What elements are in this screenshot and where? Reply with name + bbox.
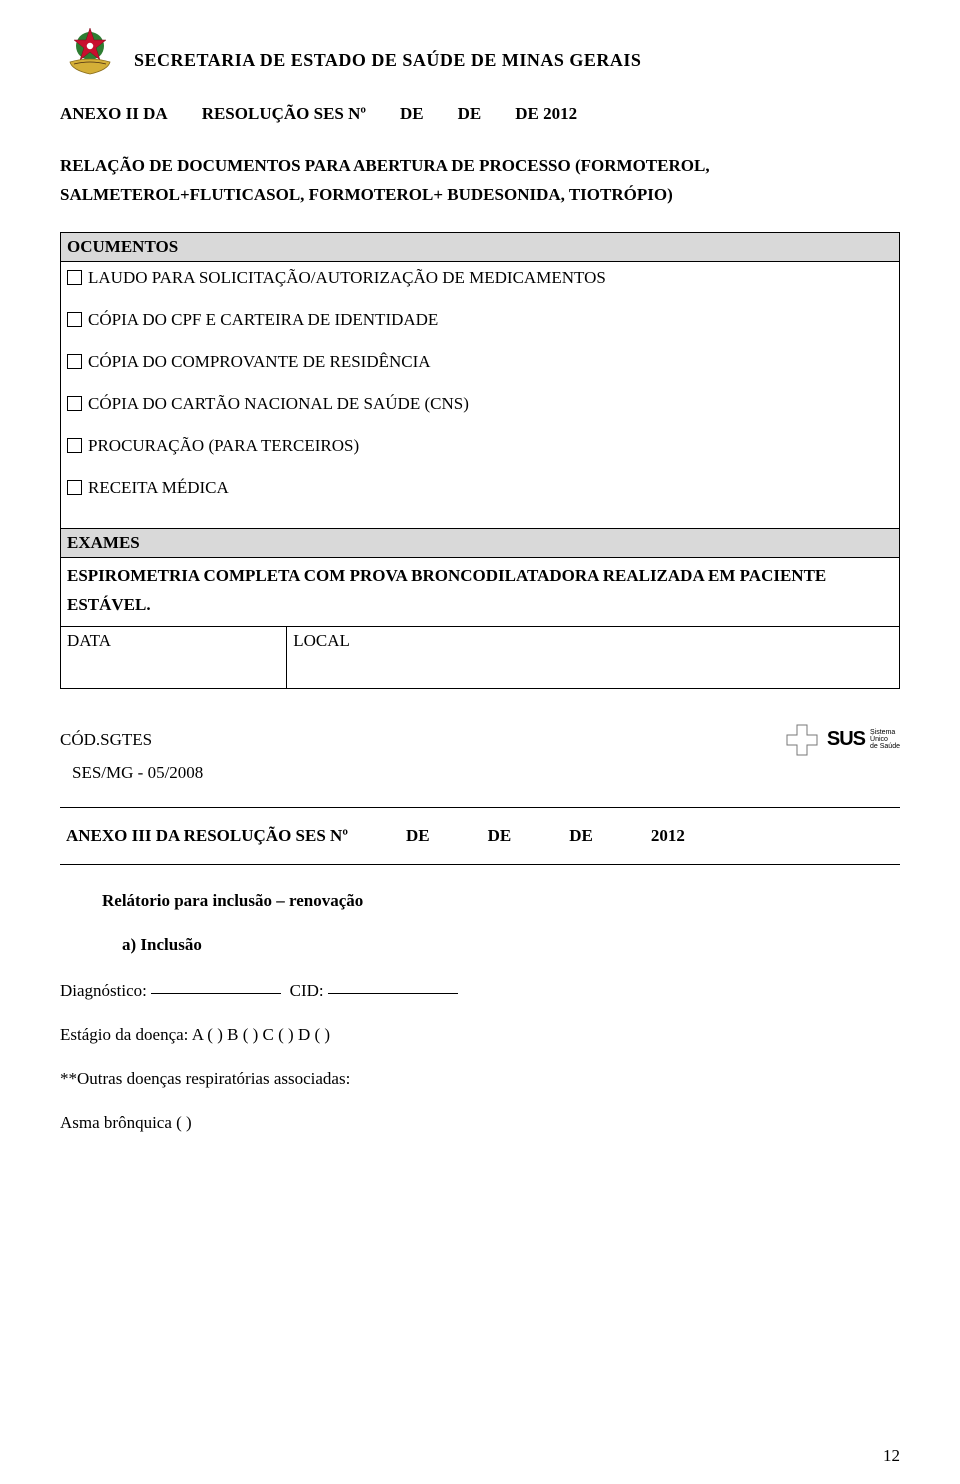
- doc-item: CÓPIA DO CPF E CARTEIRA DE IDENTIDADE: [67, 310, 893, 330]
- doc-item: CÓPIA DO COMPROVANTE DE RESIDÊNCIA: [67, 352, 893, 372]
- doc-item-label: CÓPIA DO COMPROVANTE DE RESIDÊNCIA: [88, 352, 431, 372]
- doc-item-label: RECEITA MÉDICA: [88, 478, 229, 498]
- page-number: 12: [883, 1446, 900, 1466]
- anexo-ii-line: ANEXO II DA RESOLUÇÃO SES Nº DE DE DE 20…: [60, 104, 900, 124]
- checkbox-icon[interactable]: [67, 354, 82, 369]
- documents-header: OCUMENTOS: [61, 233, 899, 262]
- ses-mg-label: SES/MG - 05/2008: [72, 763, 900, 783]
- anexo-ii-de2: DE: [458, 104, 482, 124]
- documents-body: LAUDO PARA SOLICITAÇÃO/AUTORIZAÇÃO DE ME…: [61, 262, 899, 529]
- state-crest-icon: [60, 20, 120, 80]
- doc-item: RECEITA MÉDICA: [67, 478, 893, 498]
- doc-item-label: CÓPIA DO CPF E CARTEIRA DE IDENTIDADE: [88, 310, 438, 330]
- doc-item: LAUDO PARA SOLICITAÇÃO/AUTORIZAÇÃO DE ME…: [67, 268, 893, 288]
- sus-big-label: SUS: [827, 728, 865, 751]
- sus-logo-block: SUS Sistema Único de Saúde: [785, 723, 900, 757]
- doc-item-label: PROCURAÇÃO (PARA TERCEIROS): [88, 436, 359, 456]
- relacao-title: RELAÇÃO DE DOCUMENTOS PARA ABERTURA DE P…: [60, 152, 900, 210]
- data-cell: DATA: [61, 627, 287, 688]
- checkbox-icon[interactable]: [67, 438, 82, 453]
- anexo-ii-de3: DE 2012: [515, 104, 577, 124]
- data-local-row: DATA LOCAL: [60, 627, 900, 689]
- checkbox-icon[interactable]: [67, 480, 82, 495]
- relatorio-title: Relátorio para inclusão – renovação: [102, 891, 900, 911]
- field-lines: Diagnóstico: CID: Estágio da doença: A (…: [60, 981, 900, 1133]
- anexo-ii-label: ANEXO II DA: [60, 104, 168, 124]
- outras-line: **Outras doenças respiratórias associada…: [60, 1069, 900, 1089]
- doc-item-label: LAUDO PARA SOLICITAÇÃO/AUTORIZAÇÃO DE ME…: [88, 268, 606, 288]
- cod-sgtes-label: CÓD.SGTES: [60, 730, 152, 750]
- doc-item-label: CÓPIA DO CARTÃO NACIONAL DE SAÚDE (CNS): [88, 394, 469, 414]
- cid-field[interactable]: [328, 993, 458, 994]
- checkbox-icon[interactable]: [67, 270, 82, 285]
- doc-item: CÓPIA DO CARTÃO NACIONAL DE SAÚDE (CNS): [67, 394, 893, 414]
- anexo-ii-resolucao: RESOLUÇÃO SES Nº: [202, 104, 366, 124]
- anexo-iii-dates: DE DE DE 2012: [406, 826, 685, 846]
- diagnostico-line: Diagnóstico: CID:: [60, 981, 900, 1001]
- asma-line: Asma brônquica ( ): [60, 1113, 900, 1133]
- checkbox-icon[interactable]: [67, 396, 82, 411]
- documents-table: OCUMENTOS LAUDO PARA SOLICITAÇÃO/AUTORIZ…: [60, 232, 900, 627]
- lower-block: Relátorio para inclusão – renovação a) I…: [60, 865, 900, 955]
- anexo-iii-label: ANEXO III DA RESOLUÇÃO SES Nº: [66, 826, 348, 846]
- checkbox-icon[interactable]: [67, 312, 82, 327]
- anexo-iii-row: ANEXO III DA RESOLUÇÃO SES Nº DE DE DE 2…: [60, 807, 900, 865]
- anexo-ii-de1: DE: [400, 104, 424, 124]
- local-cell: LOCAL: [287, 627, 899, 688]
- doc-item: PROCURAÇÃO (PARA TERCEIROS): [67, 436, 893, 456]
- diagnostico-field[interactable]: [151, 993, 281, 994]
- document-header: SECRETARIA DE ESTADO DE SAÚDE DE MINAS G…: [60, 20, 900, 80]
- inclusao-label: a) Inclusão: [122, 935, 900, 955]
- estagio-line: Estágio da doença: A ( ) B ( ) C ( ) D (…: [60, 1025, 900, 1045]
- exames-header: EXAMES: [61, 529, 899, 558]
- sus-text: SUS Sistema Único de Saúde: [827, 728, 900, 751]
- sus-small-label: Sistema Único de Saúde: [870, 729, 900, 751]
- header-title: SECRETARIA DE ESTADO DE SAÚDE DE MINAS G…: [134, 29, 641, 71]
- cod-sus-row: CÓD.SGTES SUS Sistema Único de Saúde: [60, 723, 900, 757]
- exames-body: ESPIROMETRIA COMPLETA COM PROVA BRONCODI…: [61, 558, 899, 627]
- sus-cross-icon: [785, 723, 819, 757]
